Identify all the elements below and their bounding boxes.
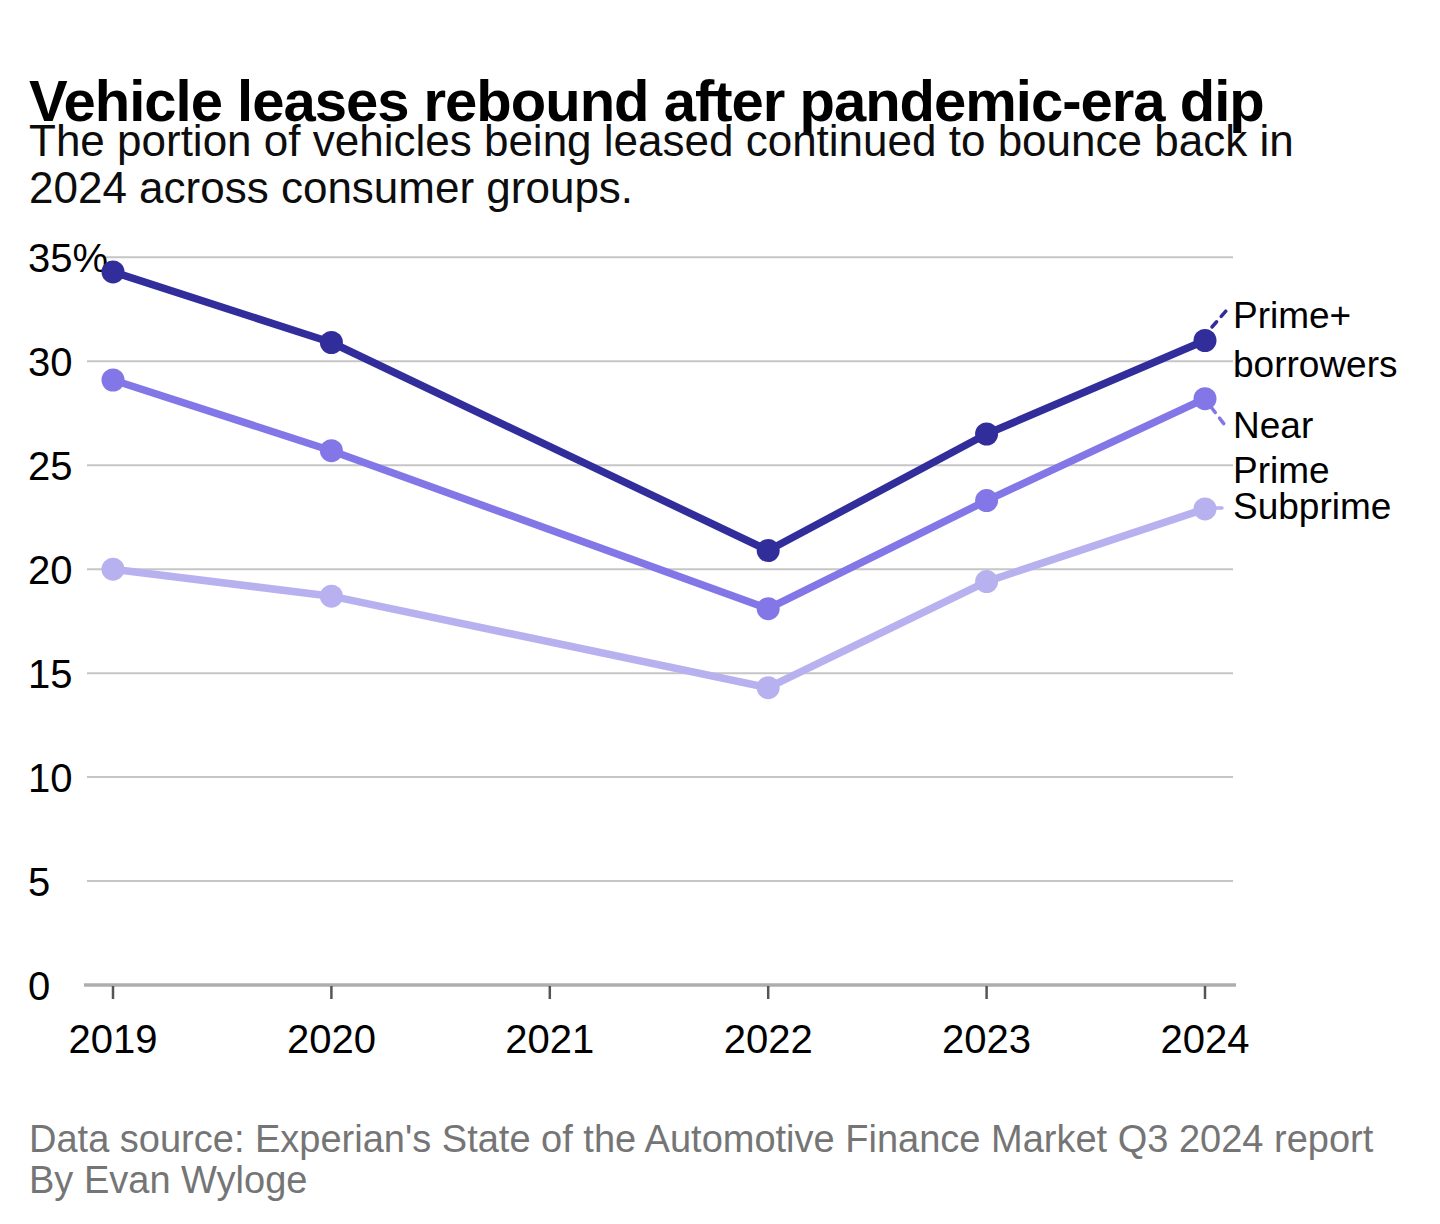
data-point-prime-borrowers-2020 xyxy=(320,331,343,354)
x-tick-label-2019: 2019 xyxy=(69,1017,158,1061)
chart-footer: Data source: Experian's State of the Aut… xyxy=(29,1119,1373,1201)
x-tick-label-2021: 2021 xyxy=(505,1017,594,1061)
data-source-note: Data source: Experian's State of the Aut… xyxy=(29,1119,1373,1160)
data-point-subprime-2023 xyxy=(975,570,998,593)
data-point-subprime-2024 xyxy=(1194,497,1217,520)
y-tick-label-5: 5 xyxy=(28,860,50,904)
data-point-subprime-2019 xyxy=(102,558,125,581)
y-tick-label-10: 10 xyxy=(28,756,73,800)
data-point-subprime-2022 xyxy=(757,676,780,699)
annotation-connector-prime-borrowers xyxy=(1212,311,1226,327)
series-label-prime-borrowers-line-2: borrowers xyxy=(1233,344,1398,385)
annotation-connector-near-prime xyxy=(1211,407,1224,424)
data-point-near-prime-2024 xyxy=(1194,387,1217,410)
y-tick-label-0: 0 xyxy=(28,964,50,1008)
data-point-near-prime-2020 xyxy=(320,439,343,462)
series-label-near-prime-line-1: Near xyxy=(1233,405,1313,446)
x-tick-label-2022: 2022 xyxy=(724,1017,813,1061)
x-tick-label-2023: 2023 xyxy=(942,1017,1031,1061)
series-line-subprime xyxy=(113,509,1205,688)
x-tick-label-2024: 2024 xyxy=(1161,1017,1250,1061)
series-line-prime-borrowers xyxy=(113,272,1205,551)
series-label-subprime-line-1: Subprime xyxy=(1233,486,1391,527)
x-tick-label-2020: 2020 xyxy=(287,1017,376,1061)
data-point-prime-borrowers-2024 xyxy=(1194,329,1217,352)
data-point-subprime-2020 xyxy=(320,585,343,608)
series-label-near-prime-line-2: Prime xyxy=(1233,450,1330,491)
data-point-near-prime-2023 xyxy=(975,489,998,512)
chart-canvas: 35% 30 25 20 15 10 5 0 2019 2020 2021 2022 2023 2024 P… xyxy=(0,0,1440,1224)
series-label-prime-borrowers-line-1: Prime+ xyxy=(1233,295,1351,336)
y-tick-label-15: 15 xyxy=(28,652,73,696)
data-point-prime-borrowers-2023 xyxy=(975,423,998,446)
data-point-prime-borrowers-2022 xyxy=(757,539,780,562)
data-point-prime-borrowers-2019 xyxy=(102,260,125,283)
y-tick-label-20: 20 xyxy=(28,548,73,592)
y-tick-label-30: 30 xyxy=(28,340,73,384)
byline: By Evan Wyloge xyxy=(29,1160,1373,1201)
data-point-near-prime-2019 xyxy=(102,369,125,392)
y-tick-label-25: 25 xyxy=(28,444,73,488)
data-point-near-prime-2022 xyxy=(757,597,780,620)
y-tick-label-35: 35% xyxy=(28,236,108,280)
